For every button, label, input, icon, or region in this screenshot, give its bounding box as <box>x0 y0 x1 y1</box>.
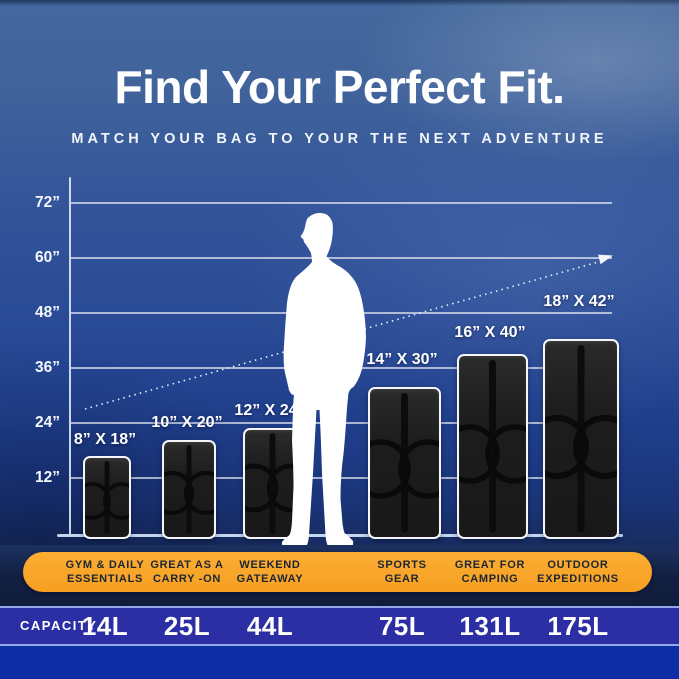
y-tick-48: 48” <box>35 304 60 321</box>
y-tick-36: 36” <box>35 359 60 376</box>
duffel-bag-10x20 <box>162 440 216 539</box>
y-tick-12: 12” <box>35 469 60 486</box>
y-tick-60: 60” <box>35 249 60 266</box>
page-title: Find Your Perfect Fit. <box>114 61 565 113</box>
bag-6-dimensions: 18” X 42” <box>543 293 615 310</box>
y-tick-24: 24” <box>35 414 60 431</box>
capacity-row-label: CAPACITY <box>20 618 98 633</box>
bag-4-dimensions: 14” X 30” <box>366 351 438 368</box>
bottom-band <box>0 646 679 679</box>
use-case-outdoor: OUTDOOR EXPEDITIONS <box>537 558 619 585</box>
duffel-bag-8x18 <box>83 456 131 539</box>
capacity-131l: 131L <box>459 611 521 641</box>
page-subtitle: MATCH YOUR BAG TO YOUR THE NEXT ADVENTUR… <box>71 131 608 147</box>
gridline-60in <box>71 257 612 259</box>
use-case-banner <box>23 552 652 592</box>
bag-1-dimensions: 8” X 18” <box>73 431 137 448</box>
bag-2-dimensions: 10” X 20” <box>151 414 223 431</box>
duffel-bag-14x30 <box>368 387 441 539</box>
gridline-12in <box>71 477 612 479</box>
capacity-25l: 25L <box>163 611 211 641</box>
capacity-14l: 14L <box>81 611 129 641</box>
use-case-carry-on: GREAT AS A CARRY -ON <box>150 558 224 585</box>
duffel-bag-18x42 <box>543 339 619 539</box>
capacity-75l: 75L <box>378 611 426 641</box>
use-case-weekend: WEEKEND GATEAWAY <box>236 558 304 585</box>
bag-5-dimensions: 16” X 40” <box>454 324 526 341</box>
y-tick-72: 72” <box>35 194 60 211</box>
human-silhouette <box>281 212 366 547</box>
capacity-band <box>0 606 679 646</box>
capacity-44l: 44L <box>246 611 294 641</box>
capacity-175l: 175L <box>547 611 609 641</box>
duffel-bag-16x40 <box>457 354 528 539</box>
use-case-gym: GYM & DAILY ESSENTIALS <box>65 558 145 585</box>
gridline-72in <box>71 202 612 204</box>
use-case-sports: SPORTS GEAR <box>377 558 427 585</box>
bag-3-dimensions: 12” X 24” <box>234 402 306 419</box>
y-axis-line <box>69 177 71 535</box>
duffel-bag-12x24 <box>243 428 302 539</box>
use-case-camping: GREAT FOR CAMPING <box>454 558 526 585</box>
